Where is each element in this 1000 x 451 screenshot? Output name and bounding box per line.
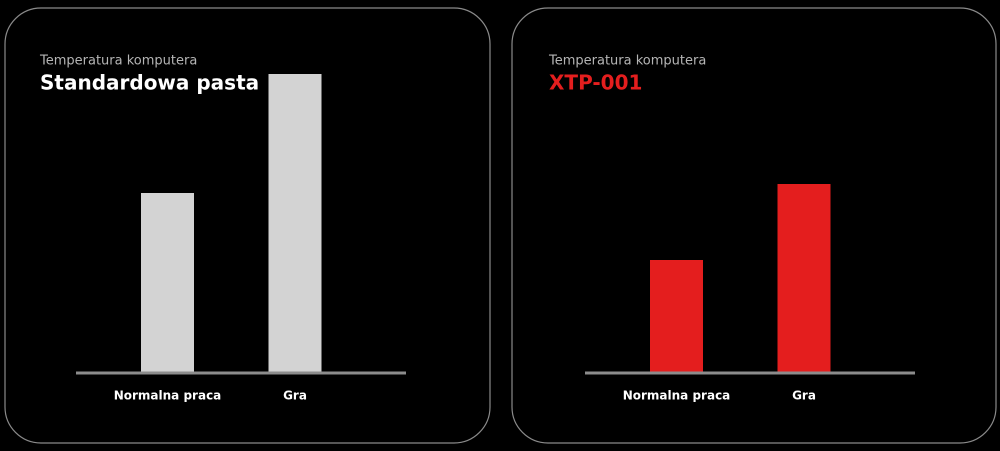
chart-subtitle: Temperatura komputera [39,54,197,69]
bar [268,74,322,373]
chart-subtitle: Temperatura komputera [548,54,706,69]
panel [4,7,491,444]
chart-title: Standardowa pasta [40,71,259,95]
x-tick-label: Gra [283,389,307,403]
bar [777,184,831,373]
panel [511,7,997,444]
x-tick-label: Gra [792,389,816,403]
bar [141,193,194,373]
chart-title: XTP-001 [549,71,642,95]
x-tick-label: Normalna praca [114,389,222,403]
bar [650,260,703,373]
x-tick-label: Normalna praca [623,389,731,403]
